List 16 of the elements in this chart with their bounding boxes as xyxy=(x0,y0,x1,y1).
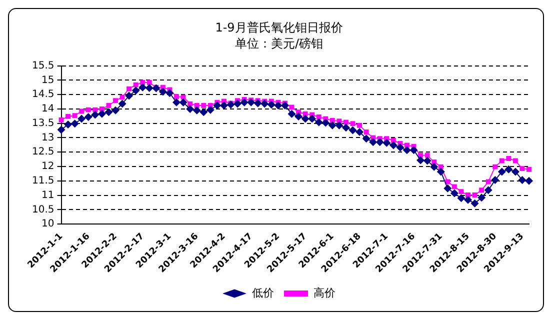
y-tick-label: 15 xyxy=(42,74,54,86)
y-tick-label: 12 xyxy=(42,161,54,172)
y-tick-label: 14 xyxy=(42,104,54,115)
chart-title: 1-9月普氏氧化钼日报价 xyxy=(215,20,343,34)
legend-label: 低价 xyxy=(252,286,274,300)
y-tick-label: 11.5 xyxy=(32,176,54,187)
y-tick-label: 10.5 xyxy=(32,204,54,216)
y-tick-label: 13 xyxy=(42,132,54,144)
y-tick-label: 15.5 xyxy=(32,60,54,72)
y-tick-label: 10 xyxy=(42,218,54,230)
chart-subtitle: 单位：美元/磅钼 xyxy=(234,36,324,51)
y-tick-label: 13.5 xyxy=(32,118,54,129)
y-tick-label: 14.5 xyxy=(32,89,54,100)
legend-label: 高价 xyxy=(314,286,336,300)
y-tick-label: 11 xyxy=(42,190,54,201)
y-tick-label: 12.5 xyxy=(32,146,54,158)
